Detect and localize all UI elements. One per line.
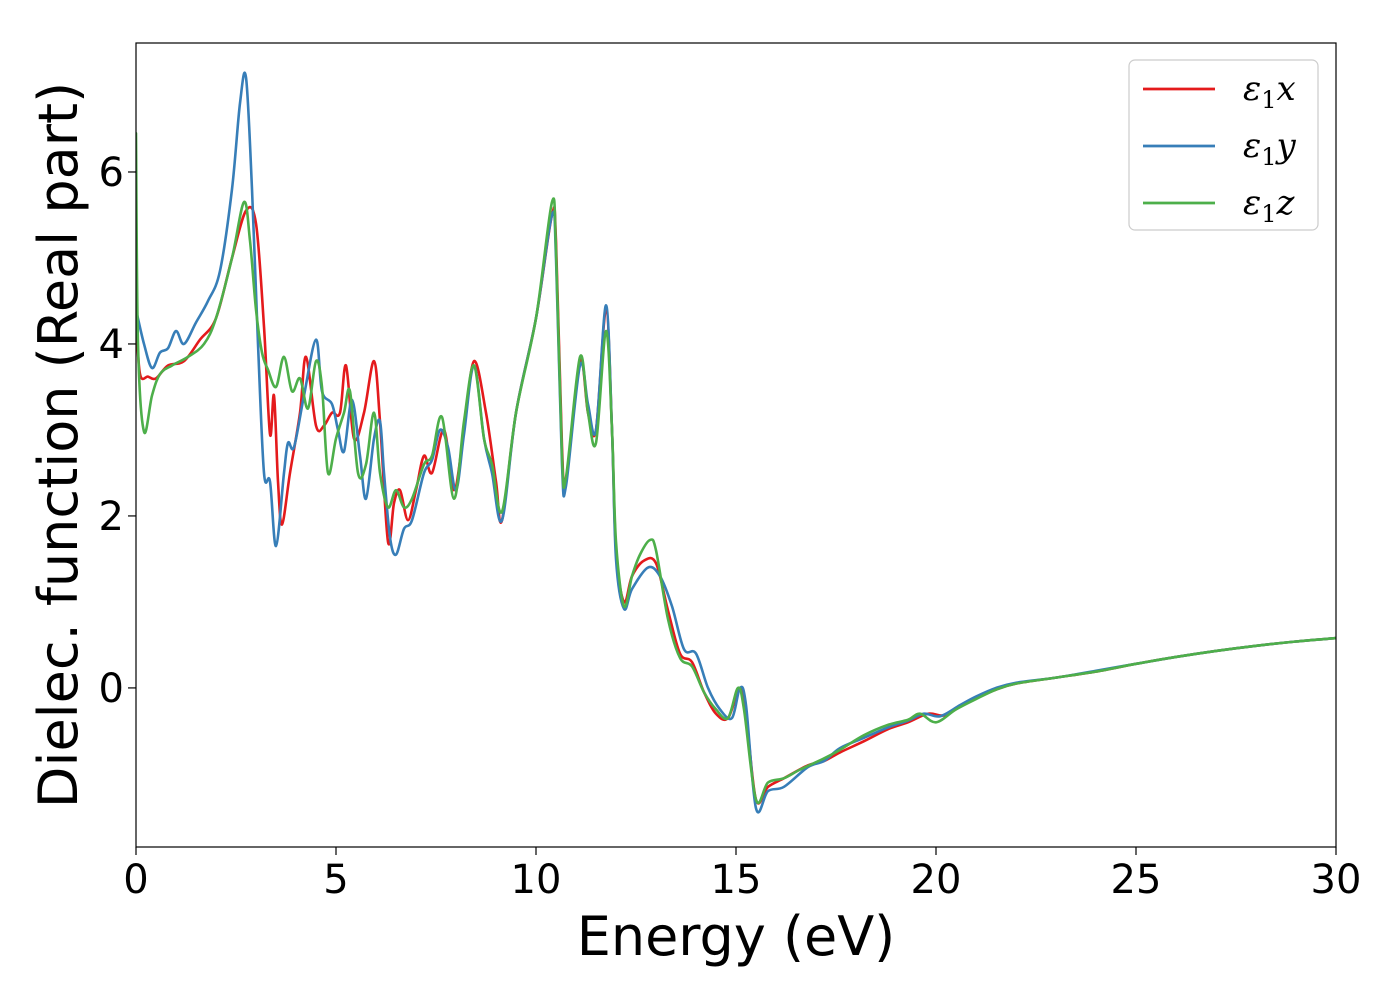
legend-label-z: ε1z bbox=[1243, 183, 1296, 228]
series-line-z bbox=[136, 131, 1336, 804]
x-tick-label: 0 bbox=[123, 857, 148, 903]
x-axis-ticks: 0 5 10 15 20 25 30 bbox=[123, 847, 1361, 903]
x-axis-title: Energy (eV) bbox=[577, 905, 896, 968]
x-tick-label: 5 bbox=[323, 857, 348, 903]
legend: ε1x ε1y ε1z bbox=[1128, 59, 1319, 231]
y-tick-label: 4 bbox=[99, 322, 124, 368]
legend-box bbox=[1128, 59, 1319, 231]
y-axis-title: Dielec. function (Real part) bbox=[27, 82, 90, 808]
legend-label-x: ε1x bbox=[1243, 69, 1296, 114]
x-tick-label: 30 bbox=[1311, 857, 1362, 903]
y-tick-label: 2 bbox=[99, 494, 124, 540]
x-tick-label: 10 bbox=[511, 857, 562, 903]
y-axis-ticks: 0 2 4 6 bbox=[99, 150, 136, 712]
legend-label-y: ε1y bbox=[1243, 126, 1297, 171]
y-tick-label: 6 bbox=[99, 150, 124, 196]
x-tick-label: 20 bbox=[911, 857, 962, 903]
plot-area-frame bbox=[135, 42, 1337, 848]
x-tick-label: 25 bbox=[1111, 857, 1162, 903]
series-lines bbox=[136, 71, 1336, 814]
x-tick-label: 15 bbox=[711, 857, 762, 903]
y-tick-label: 0 bbox=[99, 666, 124, 712]
